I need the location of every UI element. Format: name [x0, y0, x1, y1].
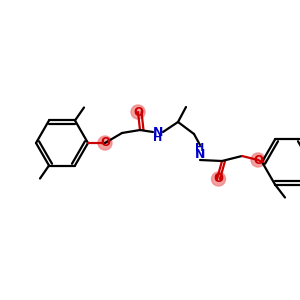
Text: N: N [195, 148, 205, 161]
Text: O: O [214, 172, 224, 185]
Circle shape [131, 105, 145, 119]
Text: H: H [153, 133, 163, 143]
Text: O: O [253, 154, 263, 166]
Text: O: O [100, 136, 110, 149]
Circle shape [98, 136, 112, 150]
Circle shape [251, 153, 265, 167]
Text: N: N [153, 125, 163, 139]
Text: O: O [133, 106, 143, 118]
Circle shape [212, 172, 226, 186]
Text: H: H [195, 143, 205, 153]
